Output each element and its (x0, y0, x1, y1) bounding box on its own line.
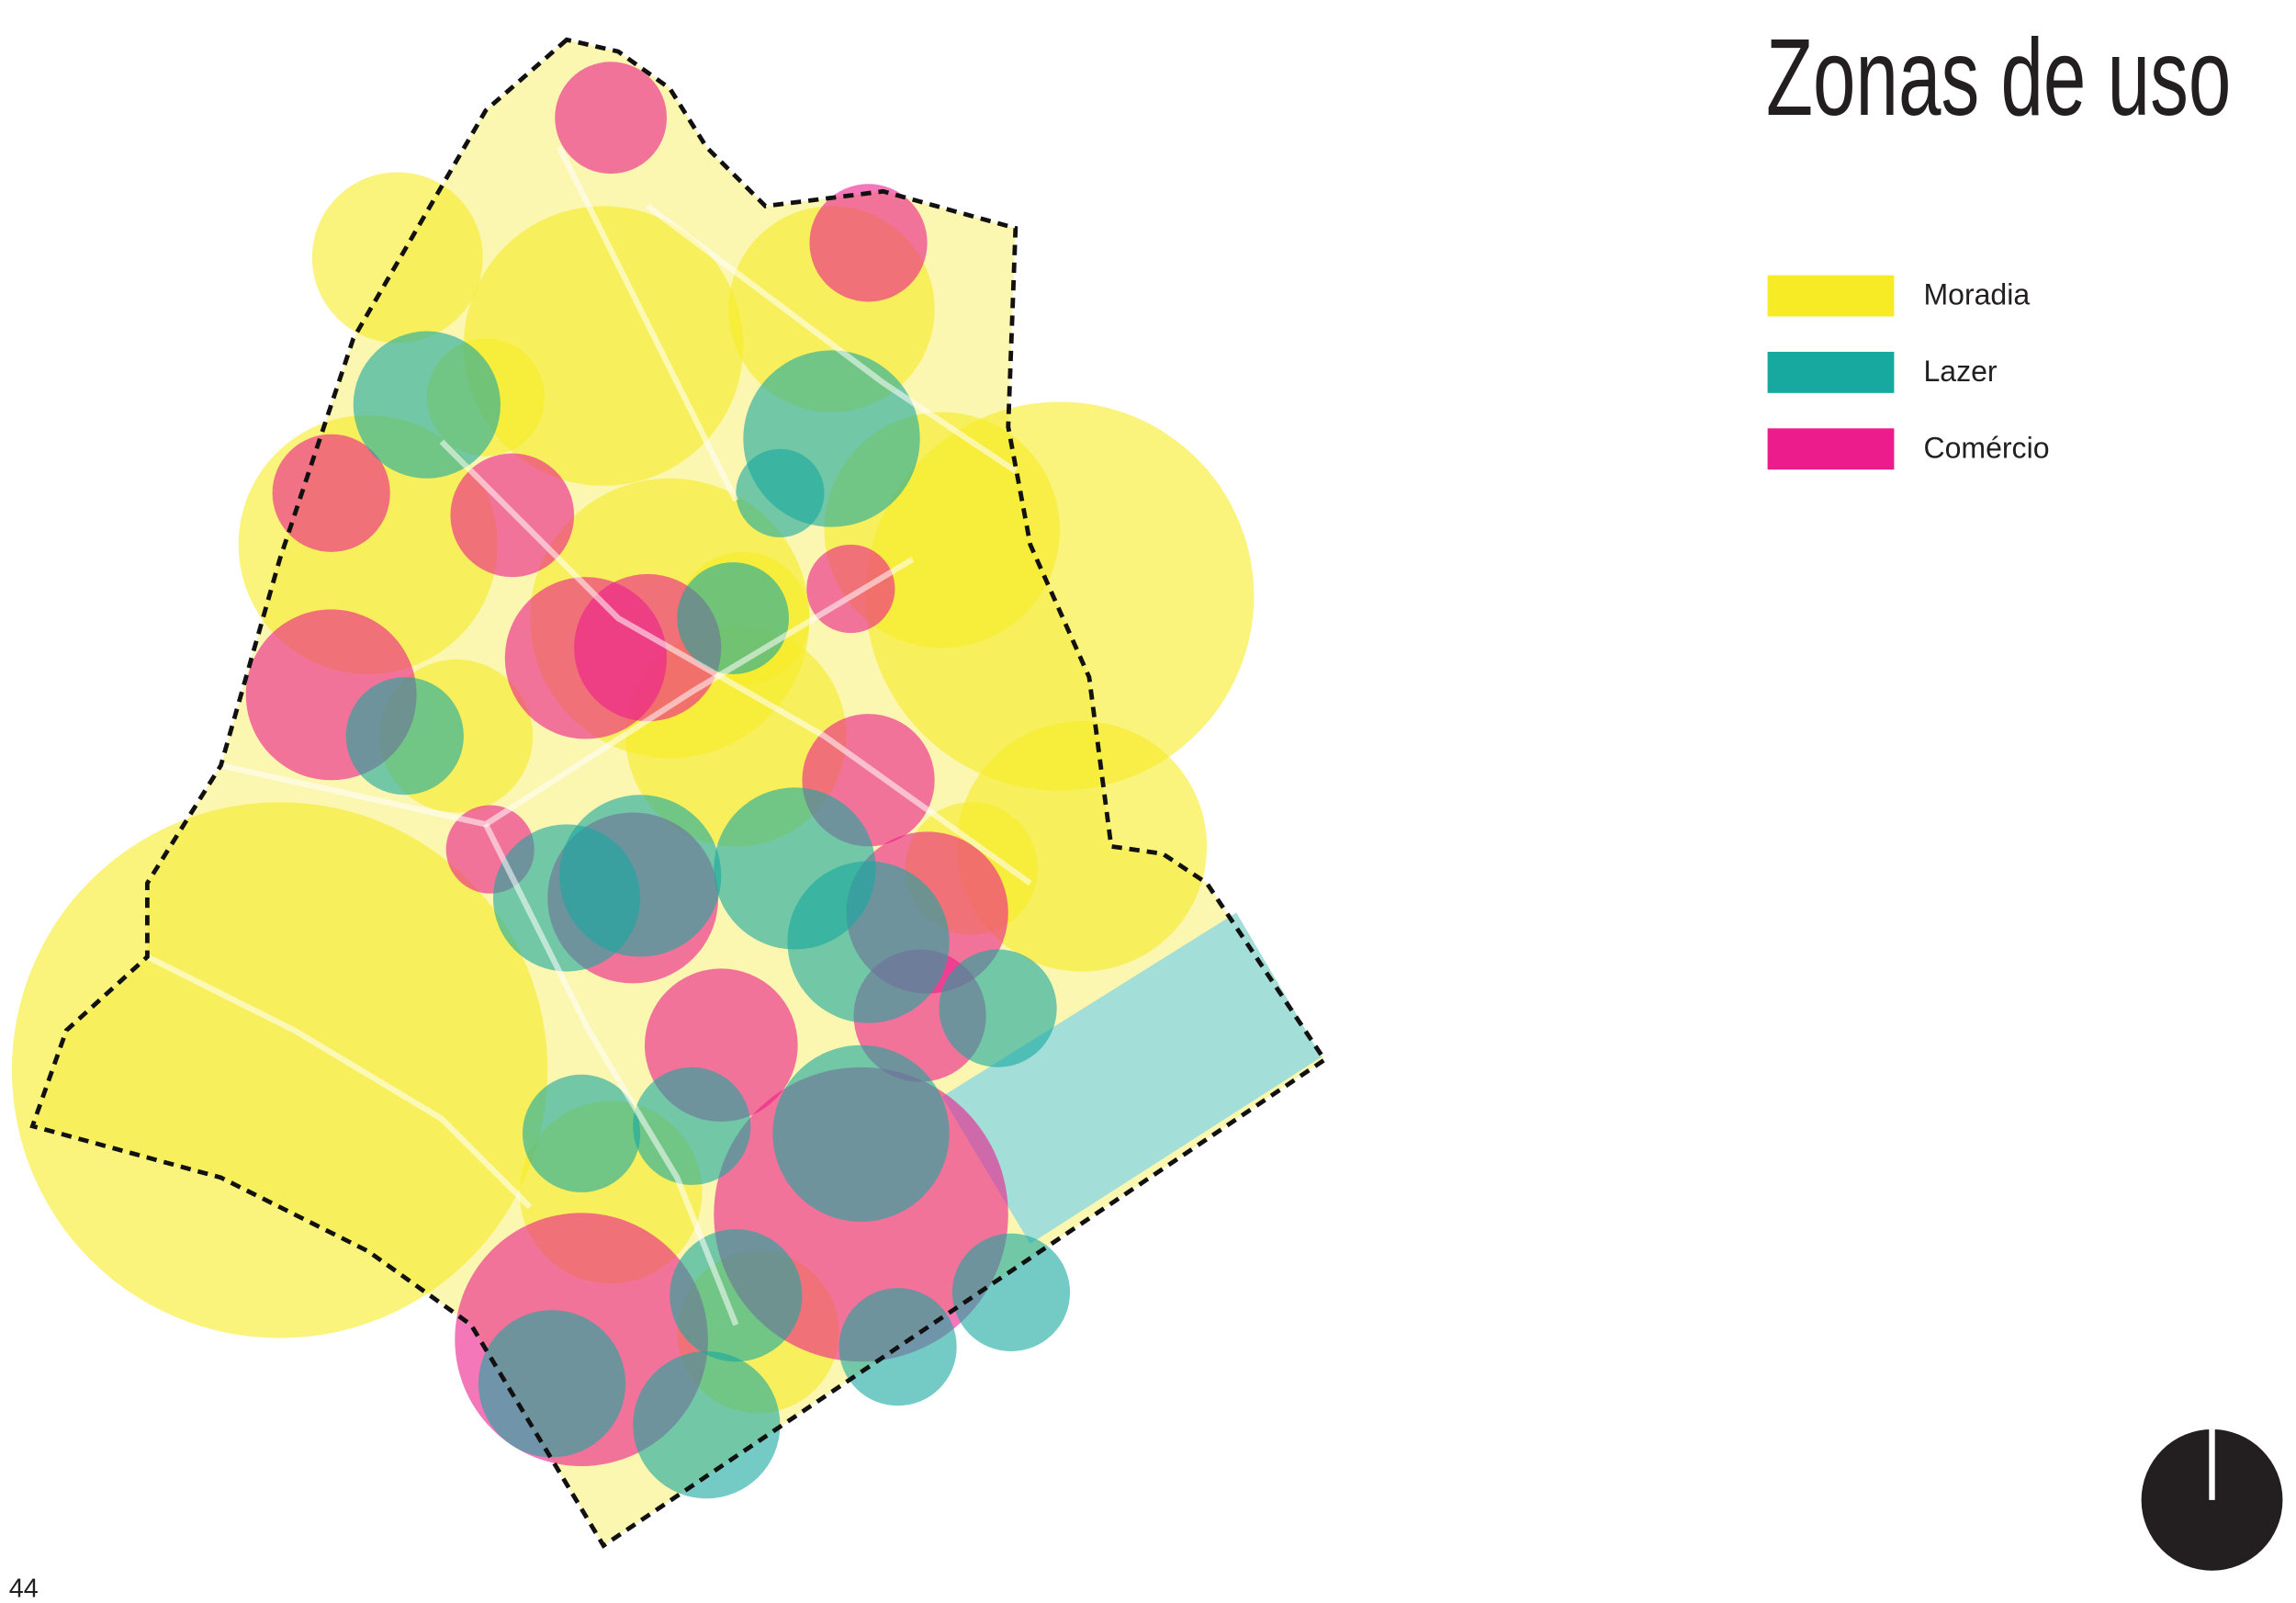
zone-circle (559, 795, 722, 957)
circles (11, 62, 1255, 1499)
zone-circle (345, 677, 464, 796)
zone-circle (939, 949, 1057, 1067)
street (646, 203, 1018, 474)
zone-circle (736, 448, 825, 537)
legend-label: Comércio (1923, 431, 2049, 464)
zone-circle (787, 861, 950, 1023)
street (557, 145, 739, 502)
zone-circle (809, 184, 928, 302)
zone-circle (633, 1067, 751, 1185)
zone-circle (951, 1233, 1071, 1351)
street (219, 557, 915, 828)
zone-circle (272, 434, 390, 552)
street (439, 439, 1032, 886)
legend-swatch (1767, 275, 1895, 317)
street (483, 822, 739, 1326)
zone-circle (522, 1074, 641, 1192)
map (11, 37, 1328, 1549)
zone-circle (633, 1350, 781, 1499)
zone-circle (670, 1228, 803, 1362)
park-area (941, 912, 1322, 1245)
north-arrow (2141, 1428, 2283, 1571)
zone-circle (311, 172, 483, 344)
page-number: 44 (9, 1575, 39, 1603)
legend: Moradia Lazer Comércio (1767, 275, 2050, 470)
street (145, 954, 533, 1210)
zone-circle (806, 544, 895, 634)
legend-label: Lazer (1923, 355, 1997, 388)
page-title: Zonas de uso (1766, 17, 2231, 139)
zone-circle (353, 331, 501, 479)
zone-circle (677, 562, 790, 674)
zone-circle (478, 1310, 626, 1458)
zone-circle (772, 1044, 950, 1222)
legend-swatch (1767, 428, 1895, 470)
legend-swatch (1767, 351, 1895, 393)
streets (145, 145, 1032, 1326)
zone-circle (555, 62, 668, 175)
legend-label: Moradia (1923, 278, 2030, 311)
